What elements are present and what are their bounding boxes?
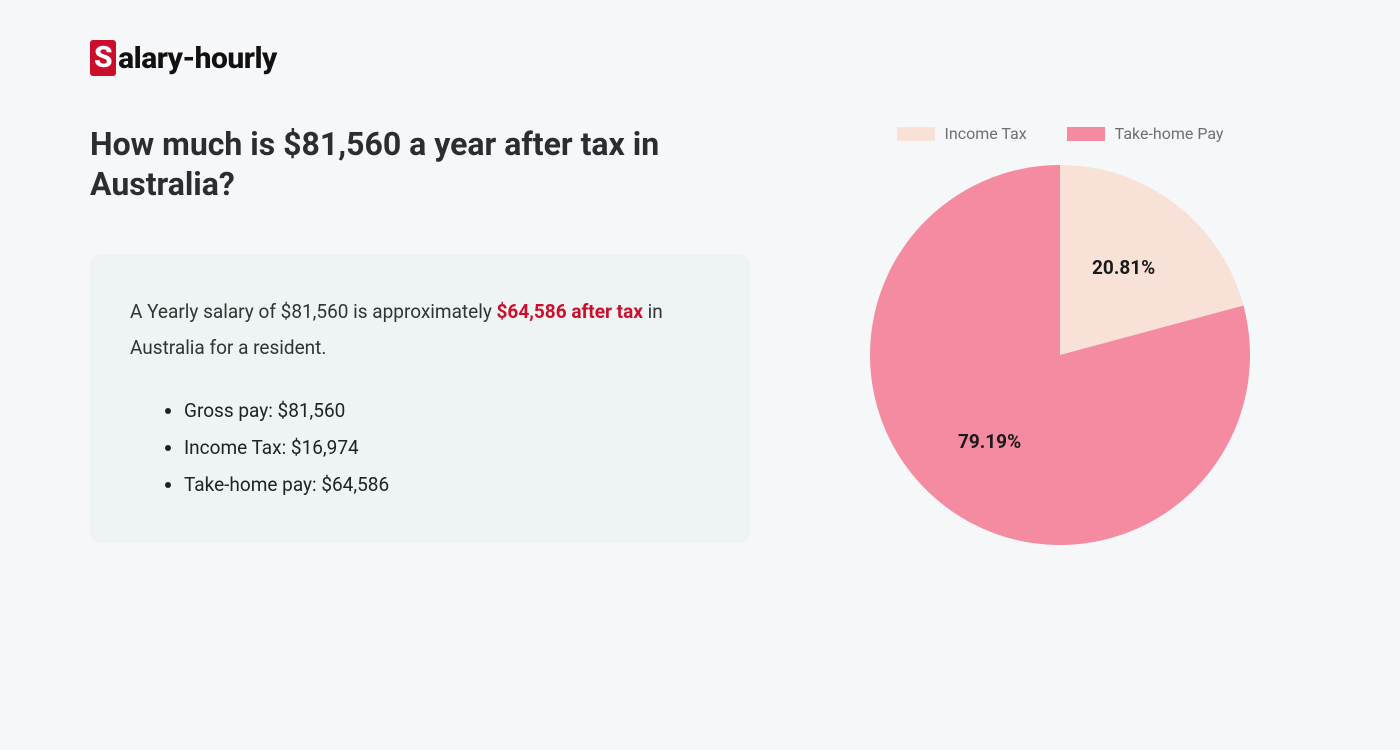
legend-label: Income Tax [945,124,1027,143]
summary-bullets: Gross pay: $81,560 Income Tax: $16,974 T… [130,392,710,503]
summary-prefix: A Yearly salary of $81,560 is approximat… [130,300,497,323]
list-item: Income Tax: $16,974 [184,429,710,466]
right-column: Income Tax Take-home Pay 20.81% 79.19% [810,124,1310,545]
logo-badge: S [90,40,116,76]
legend-item-income-tax: Income Tax [897,124,1027,143]
slice-label-income-tax: 20.81% [1092,256,1155,279]
pie-chart: 20.81% 79.19% [870,165,1250,545]
content-row: How much is $81,560 a year after tax in … [90,124,1310,545]
page-title: How much is $81,560 a year after tax in … [90,124,750,204]
legend-item-take-home: Take-home Pay [1067,124,1224,143]
list-item: Take-home pay: $64,586 [184,466,710,503]
legend-label: Take-home Pay [1115,124,1224,143]
site-logo: Salary-hourly [90,40,1310,76]
left-column: How much is $81,560 a year after tax in … [90,124,750,543]
summary-highlight: $64,586 after tax [497,300,643,323]
logo-text: alary-hourly [118,41,277,76]
list-item: Gross pay: $81,560 [184,392,710,429]
slice-label-take-home: 79.19% [958,430,1021,453]
legend-swatch [897,127,935,141]
summary-box: A Yearly salary of $81,560 is approximat… [90,254,750,543]
page: Salary-hourly How much is $81,560 a year… [0,0,1400,750]
pie-svg [870,165,1250,545]
legend-swatch [1067,127,1105,141]
summary-sentence: A Yearly salary of $81,560 is approximat… [130,294,710,366]
chart-legend: Income Tax Take-home Pay [810,124,1310,143]
